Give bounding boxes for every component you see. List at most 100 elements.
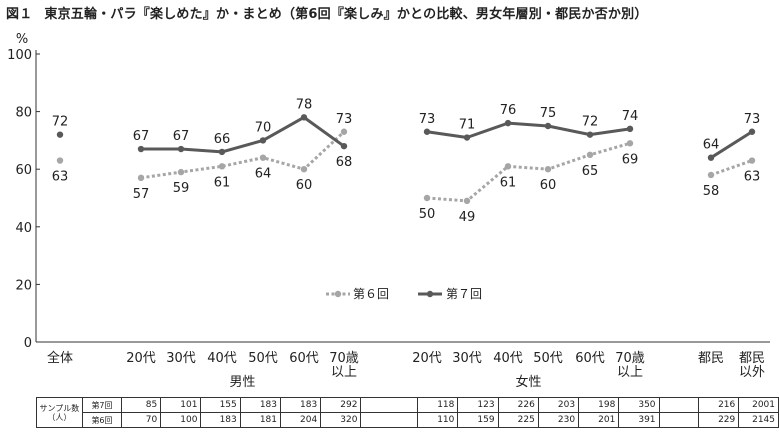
x-tick-label: 30代 <box>452 351 482 366</box>
sample-size-table: サンプル数 （人） 第7回 85 101 155 183 183 292 118 123 226 203… <box>36 397 779 428</box>
legend-label: 第７回 <box>446 287 482 301</box>
data-label-r7: 73 <box>419 112 436 127</box>
sample-spacer-cell <box>360 412 419 428</box>
y-tick-label: 0 <box>24 336 32 351</box>
x-tick-label: 以上 <box>617 365 643 380</box>
x-tick-label: 70歳 <box>329 351 359 366</box>
data-label-r7: 75 <box>540 106 557 121</box>
x-tick-label: 50代 <box>248 351 278 366</box>
data-point-r7 <box>544 122 552 130</box>
sample-cell: 225 <box>497 412 539 428</box>
data-label-r6: 61 <box>500 175 517 190</box>
sample-cell: 183 <box>239 397 282 413</box>
x-tick-label: 30代 <box>166 351 196 366</box>
data-label-r6: 59 <box>173 181 190 196</box>
sample-cell: 70 <box>121 412 162 428</box>
sample-table-header: サンプル数 （人） <box>36 397 83 428</box>
data-point-r7 <box>504 119 512 127</box>
data-label-r7: 73 <box>744 112 761 127</box>
sample-spacer-cell <box>658 397 700 413</box>
data-label-r6: 50 <box>419 207 436 222</box>
group-label: 男性 <box>229 375 255 390</box>
data-label-r6: 63 <box>744 170 761 185</box>
series-line-r7 <box>141 115 345 154</box>
legend: 第６回 第７回 <box>326 287 482 301</box>
data-point-r6 <box>544 166 552 173</box>
data-point-r7 <box>748 128 756 135</box>
x-tick-label: 全体 <box>47 350 73 366</box>
sample-cell: 118 <box>417 397 459 413</box>
x-tick-label: 都民 <box>739 351 765 366</box>
sample-cell: 183 <box>200 412 241 428</box>
data-point-r7 <box>137 145 145 153</box>
data-point-r6 <box>137 174 145 182</box>
data-label-r7: 72 <box>582 115 599 130</box>
data-label-r6: 64 <box>255 167 272 182</box>
sample-row-label: 第7回 <box>81 397 123 413</box>
sample-cell: 320 <box>320 412 362 428</box>
x-tick-label: 20代 <box>126 351 156 366</box>
series-line-r7 <box>426 121 631 140</box>
x-tick-label: 60代 <box>289 351 319 366</box>
series-line-r6 <box>426 141 631 203</box>
x-tick-label: 60代 <box>575 351 605 366</box>
data-point-r6 <box>259 154 267 161</box>
sample-cell: 2145 <box>738 412 779 428</box>
data-label-r6: 49 <box>459 210 476 225</box>
sample-cell: 230 <box>537 412 580 428</box>
sample-cell: 159 <box>457 412 499 428</box>
x-tick-label: 70歳 <box>615 351 645 366</box>
chart-title: 図１ 東京五輪・パラ『楽しめた』か・まとめ（第6回『楽しみ』かとの比較、男女年層別… <box>6 3 648 22</box>
data-label-r7: 71 <box>459 118 476 133</box>
x-tick-label: 都民 <box>698 351 724 366</box>
sample-row-label: 第6回 <box>81 412 123 428</box>
data-point-r6 <box>218 163 226 170</box>
data-point-r7 <box>463 134 471 141</box>
data-label-r7: 70 <box>255 120 272 135</box>
x-tick-label: 50代 <box>533 351 563 366</box>
sample-cell: 229 <box>698 412 740 428</box>
sample-spacer-cell <box>658 412 700 428</box>
data-label-r6: 69 <box>622 152 639 167</box>
sample-cell: 181 <box>239 412 282 428</box>
data-point-r6 <box>626 140 634 147</box>
data-label-r7: 76 <box>500 103 517 118</box>
data-label-r7: 78 <box>296 97 313 112</box>
data-label-r7: 67 <box>133 129 150 144</box>
data-label-r7: 67 <box>173 129 190 144</box>
sample-spacer-cell <box>360 397 419 413</box>
data-point-r6 <box>463 197 471 205</box>
sample-cell: 110 <box>417 412 459 428</box>
sample-cell: 292 <box>320 397 362 413</box>
sample-header-line: サンプル数 <box>39 403 80 413</box>
data-point-r7 <box>300 114 308 121</box>
x-tick-label: 40代 <box>207 351 237 366</box>
sample-cell: 101 <box>160 397 202 413</box>
sample-cell: 203 <box>537 397 580 413</box>
data-label-r6: 61 <box>214 175 231 190</box>
sample-cell: 100 <box>160 412 202 428</box>
sample-cell: 198 <box>578 397 620 413</box>
y-tick-label: 20 <box>15 278 32 293</box>
series-lines <box>140 115 753 203</box>
data-point-r6 <box>177 168 185 176</box>
data-point-r6 <box>423 194 431 202</box>
x-tick-label: 以上 <box>331 365 357 380</box>
series-points <box>56 114 756 205</box>
data-point-r7 <box>707 154 715 161</box>
data-point-r7 <box>218 148 226 156</box>
data-label-r7: 68 <box>336 155 353 170</box>
figure-label: 図１ <box>6 7 33 22</box>
axis-layer: 0 20 40 60 80 100% <box>7 32 770 351</box>
data-point-r6 <box>707 171 715 179</box>
data-label-r7: 64 <box>703 138 720 153</box>
legend-label: 第６回 <box>353 287 389 301</box>
data-label-r6: 58 <box>703 184 720 199</box>
data-point-r6 <box>748 157 756 164</box>
sample-cell: 226 <box>497 397 539 413</box>
data-point-r6 <box>340 128 348 135</box>
sample-cell: 204 <box>279 412 322 428</box>
data-point-r6 <box>56 157 64 164</box>
